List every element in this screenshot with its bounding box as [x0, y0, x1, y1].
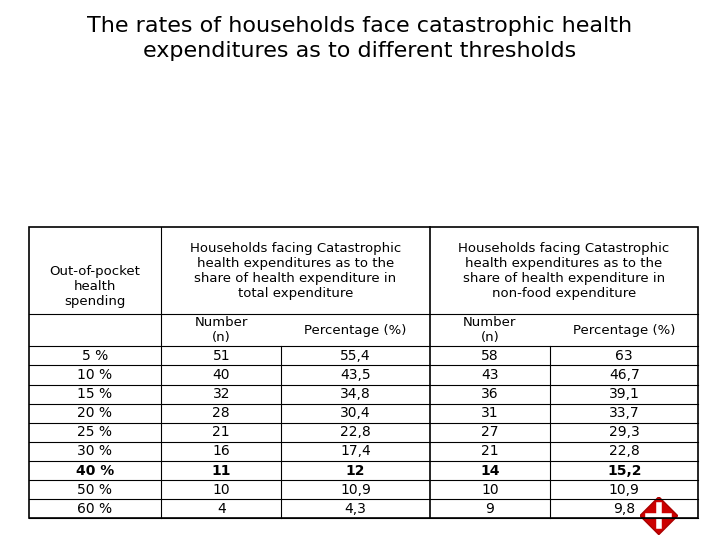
Text: 58: 58 [481, 349, 499, 363]
Text: 9: 9 [485, 502, 495, 516]
Text: 22,8: 22,8 [341, 426, 371, 440]
Text: 15,2: 15,2 [607, 464, 642, 477]
Text: Households facing Catastrophic
health expenditures as to the
share of health exp: Households facing Catastrophic health ex… [459, 241, 670, 300]
Text: 29,3: 29,3 [609, 426, 639, 440]
Text: 40 %: 40 % [76, 464, 114, 477]
Text: 11: 11 [212, 464, 231, 477]
Text: Number
(n): Number (n) [463, 316, 516, 345]
Text: 30 %: 30 % [78, 444, 112, 458]
Text: 9,8: 9,8 [613, 502, 635, 516]
Text: 17,4: 17,4 [341, 444, 371, 458]
Text: 39,1: 39,1 [609, 387, 639, 401]
Text: 36: 36 [481, 387, 499, 401]
Text: 34,8: 34,8 [341, 387, 371, 401]
Polygon shape [640, 497, 678, 535]
Text: 27: 27 [481, 426, 499, 440]
Text: 12: 12 [346, 464, 365, 477]
Text: Percentage (%): Percentage (%) [573, 324, 675, 337]
Text: 51: 51 [212, 349, 230, 363]
Text: Number
(n): Number (n) [194, 316, 248, 345]
Text: 63: 63 [616, 349, 633, 363]
Text: 4: 4 [217, 502, 225, 516]
Text: 21: 21 [212, 426, 230, 440]
Text: 14: 14 [480, 464, 500, 477]
Text: 10: 10 [481, 483, 499, 497]
Text: 21: 21 [481, 444, 499, 458]
Text: 4,3: 4,3 [345, 502, 366, 516]
Text: 60 %: 60 % [77, 502, 112, 516]
Text: 22,8: 22,8 [609, 444, 639, 458]
Text: 32: 32 [212, 387, 230, 401]
Text: The rates of households face catastrophic health
expenditures as to different th: The rates of households face catastrophi… [87, 16, 633, 61]
Text: 25 %: 25 % [78, 426, 112, 440]
Text: Households facing Catastrophic
health expenditures as to the
share of health exp: Households facing Catastrophic health ex… [190, 241, 401, 300]
Text: 10: 10 [212, 483, 230, 497]
Text: 10 %: 10 % [77, 368, 112, 382]
Text: 16: 16 [212, 444, 230, 458]
Text: 28: 28 [212, 406, 230, 420]
Text: 40: 40 [212, 368, 230, 382]
Text: 43,5: 43,5 [341, 368, 371, 382]
Text: 10,9: 10,9 [609, 483, 639, 497]
Text: 55,4: 55,4 [341, 349, 371, 363]
Text: 5 %: 5 % [82, 349, 108, 363]
Text: 30,4: 30,4 [341, 406, 371, 420]
Text: 20 %: 20 % [78, 406, 112, 420]
Text: 46,7: 46,7 [609, 368, 639, 382]
Text: 10,9: 10,9 [340, 483, 371, 497]
Text: 43: 43 [481, 368, 499, 382]
Text: 50 %: 50 % [78, 483, 112, 497]
Text: Percentage (%): Percentage (%) [305, 324, 407, 337]
Text: 33,7: 33,7 [609, 406, 639, 420]
Text: Out-of-pocket
health
spending: Out-of-pocket health spending [50, 265, 140, 308]
Text: 31: 31 [481, 406, 499, 420]
Text: 15 %: 15 % [77, 387, 112, 401]
